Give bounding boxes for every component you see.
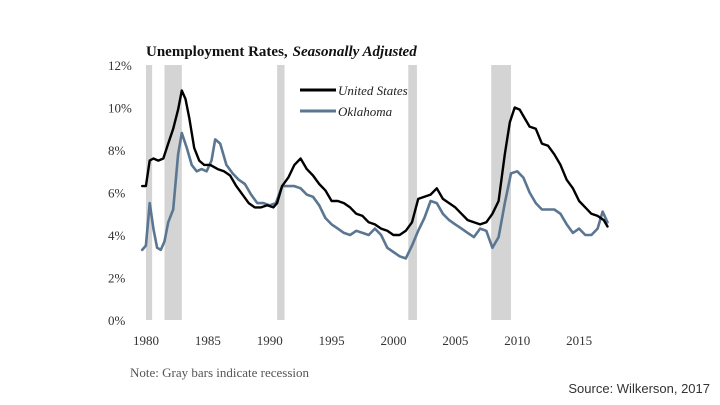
recession-bars — [146, 65, 511, 320]
unemployment-chart: 0% 2% 4% 6% 8% 10% 12% 1980 1985 1990 1995 2000 2005… — [0, 0, 720, 405]
x-tick-label: 1990 — [257, 333, 283, 348]
source-credit: Source: Wilkerson, 2017 — [568, 381, 710, 396]
y-tick-label: 4% — [108, 228, 126, 243]
y-tick-label: 10% — [108, 101, 132, 116]
recession-note: Note: Gray bars indicate recession — [130, 365, 309, 381]
x-tick-label: 2015 — [566, 333, 592, 348]
legend-label-oklahoma: Oklahoma — [338, 104, 393, 119]
legend-label-united-states: United States — [338, 83, 408, 98]
y-tick-label: 8% — [108, 143, 126, 158]
x-tick-label: 2000 — [380, 333, 406, 348]
y-tick-label: 12% — [108, 58, 132, 73]
chart-title-main: Unemployment Rates, — [146, 44, 288, 60]
y-tick-label: 0% — [108, 313, 126, 328]
chart-title-subtitle: Seasonally Adjusted — [293, 44, 418, 60]
x-tick-label: 1980 — [133, 333, 159, 348]
y-tick-label: 2% — [108, 271, 126, 286]
recession-bar — [146, 65, 152, 320]
y-tick-label: 6% — [108, 186, 126, 201]
legend: United States Oklahoma — [300, 83, 408, 119]
series-line-oklahoma — [142, 133, 607, 258]
recession-bar — [408, 65, 417, 320]
x-tick-label: 2005 — [442, 333, 468, 348]
x-tick-label: 1995 — [319, 333, 345, 348]
x-tick-label: 1985 — [195, 333, 221, 348]
x-tick-label: 2010 — [504, 333, 530, 348]
chart-title: Unemployment Rates, Seasonally Adjusted — [146, 44, 417, 60]
